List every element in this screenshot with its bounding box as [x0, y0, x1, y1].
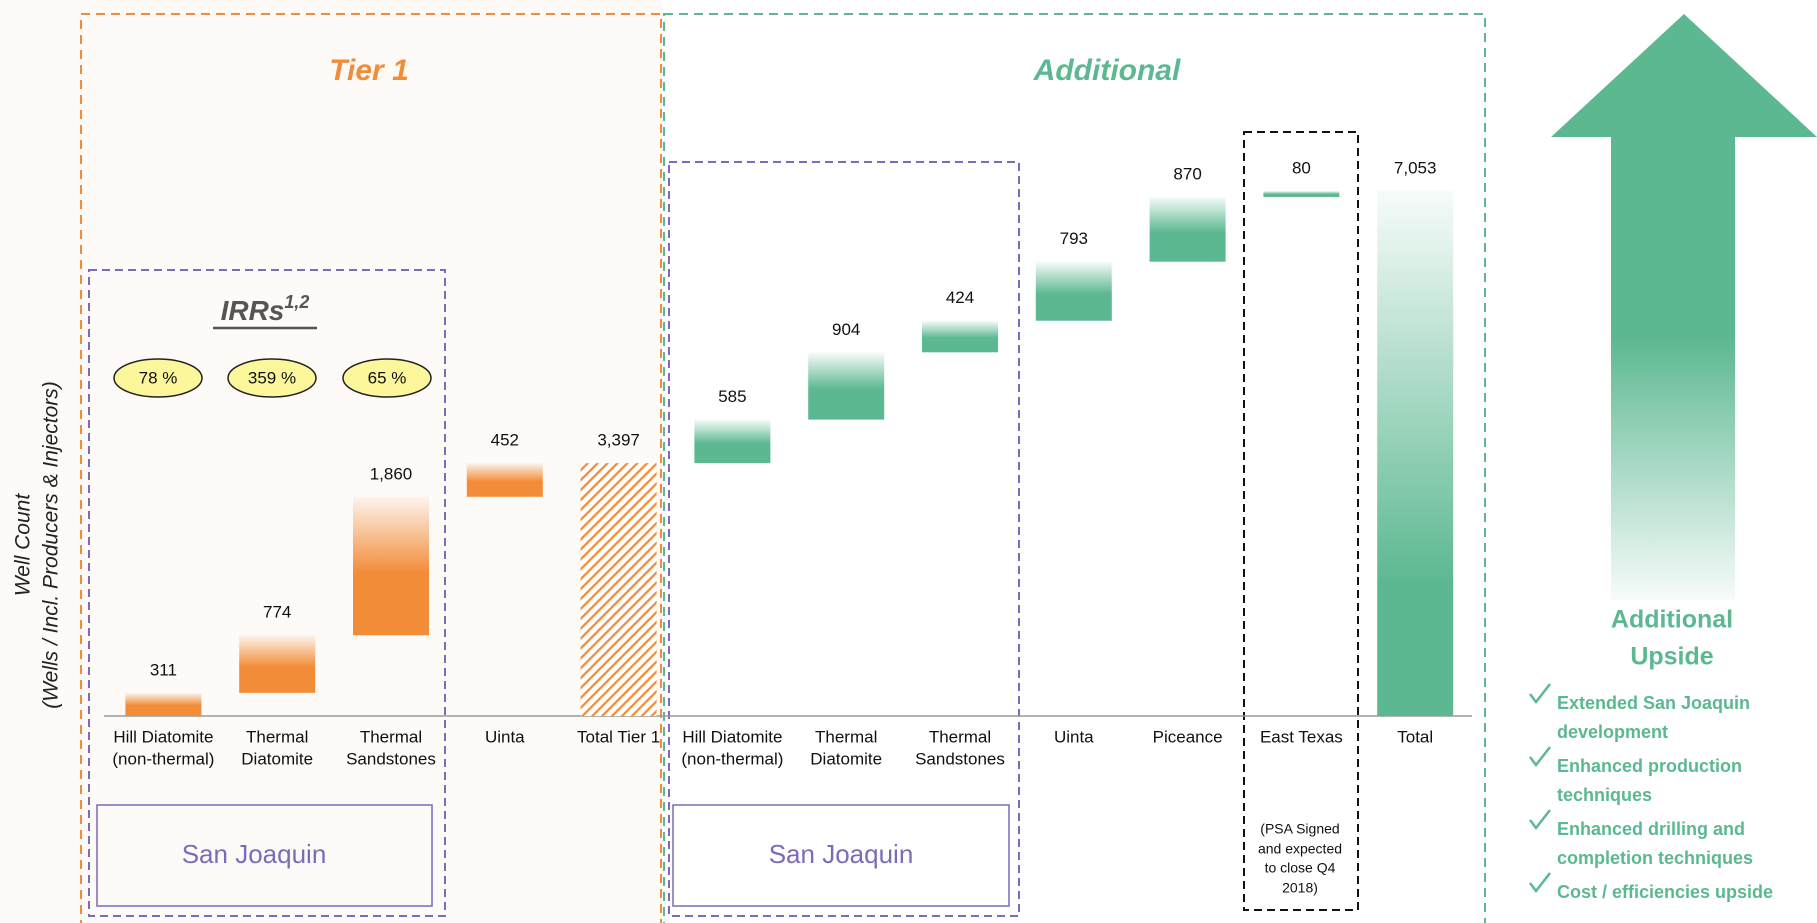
value-label: 452 [491, 431, 519, 450]
value-label: 7,053 [1394, 158, 1437, 177]
category-label: Thermal [815, 727, 877, 746]
bar [353, 496, 429, 636]
bar [808, 352, 885, 420]
check-mark [1529, 746, 1551, 768]
bar [1149, 196, 1226, 262]
irr-badge [342, 358, 432, 398]
east-texas-note: (PSA Signed [1260, 821, 1339, 837]
east-texas-note: 2018) [1282, 880, 1318, 896]
upside-bullet: development [1557, 722, 1668, 742]
east-texas-note: and expected [1258, 841, 1342, 857]
irr-badge [227, 358, 317, 398]
category-label: Diatomite [810, 749, 882, 768]
upside-title: Upside [1630, 643, 1713, 671]
y-label-line: (Wells / Incl. Producers & Injectors) [40, 381, 63, 709]
upside-bullet: Cost / efficiencies upside [1557, 882, 1773, 902]
y-axis-label: Well Count (Wells / Incl. Producers & In… [12, 381, 63, 709]
bar [466, 463, 543, 497]
bar [694, 419, 771, 464]
value-label: 870 [1173, 164, 1201, 183]
value-label: 424 [946, 288, 974, 307]
category-label: Hill Diatomite [113, 727, 213, 746]
value-label: 311 [150, 660, 177, 679]
tier1-background [0, 0, 663, 923]
value-label: 80 [1292, 158, 1311, 177]
bar [239, 635, 316, 693]
east-texas-note: to close Q4 [1265, 860, 1336, 876]
east-texas-group [1243, 131, 1359, 911]
tier1-frame [80, 13, 662, 923]
category-label: Thermal [929, 727, 991, 746]
category-label: Diatomite [241, 749, 313, 768]
category-label: (non-thermal) [681, 749, 783, 768]
category-label: Sandstones [915, 749, 1005, 768]
category-label: Hill Diatomite [682, 727, 782, 746]
category-label: Thermal [360, 727, 422, 746]
upside-title: Additional [1611, 606, 1733, 634]
region-box [96, 804, 433, 907]
y-label-line: Well Count [12, 493, 35, 596]
region-label: San Joaquin [769, 839, 914, 869]
category-label: (non-thermal) [112, 749, 214, 768]
category-label: Sandstones [346, 749, 436, 768]
category-label: Total [1397, 727, 1433, 746]
value-label: 3,397 [597, 431, 640, 450]
upside-bullet: Extended San Joaquin [1557, 693, 1750, 713]
irr-value: 78 % [139, 368, 178, 387]
bar [580, 463, 657, 716]
bar [125, 692, 202, 716]
irr-title: IRRs1,2 [221, 292, 310, 327]
bar [1377, 191, 1454, 716]
category-label: Piceance [1153, 727, 1223, 746]
category-label: Uinta [485, 727, 525, 746]
upside-bullet: techniques [1557, 785, 1652, 805]
irr-footnote: 1,2 [284, 292, 309, 312]
tier1-title: Tier 1 [329, 54, 409, 87]
category-label: Total Tier 1 [577, 727, 660, 746]
value-label: 793 [1060, 229, 1088, 248]
check-mark [1529, 683, 1551, 705]
irr-title-text: IRRs [221, 295, 285, 326]
bar [1263, 191, 1340, 197]
additional-title: Additional [1033, 54, 1181, 87]
bar [1035, 261, 1112, 321]
value-label: 585 [718, 387, 746, 406]
san-joaquin-group [88, 269, 446, 917]
upside-arrow [1551, 14, 1817, 600]
upside-bullet: completion techniques [1557, 848, 1753, 868]
region-box [672, 804, 1010, 907]
upside-bullet: Enhanced drilling and [1557, 819, 1745, 839]
irr-value: 65 % [368, 368, 407, 387]
irr-badge [113, 358, 203, 398]
region-label: San Joaquin [182, 839, 327, 869]
value-label: 774 [263, 603, 291, 622]
value-label: 1,860 [370, 464, 413, 483]
additional-frame [663, 13, 1486, 923]
check-mark [1529, 872, 1551, 894]
check-mark [1529, 809, 1551, 831]
upside-bullet: Enhanced production [1557, 756, 1742, 776]
bar [922, 320, 998, 353]
category-label: Uinta [1054, 727, 1094, 746]
value-label: 904 [832, 320, 860, 339]
irr-value: 359 % [248, 368, 296, 387]
category-label: Thermal [246, 727, 308, 746]
san-joaquin-group [668, 161, 1020, 917]
category-label: East Texas [1260, 727, 1343, 746]
